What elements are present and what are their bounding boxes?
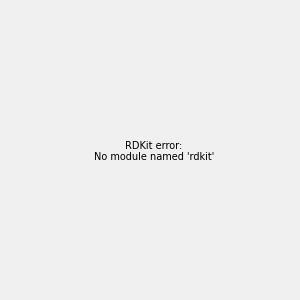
Text: RDKit error:
No module named 'rdkit': RDKit error: No module named 'rdkit' bbox=[94, 141, 214, 162]
